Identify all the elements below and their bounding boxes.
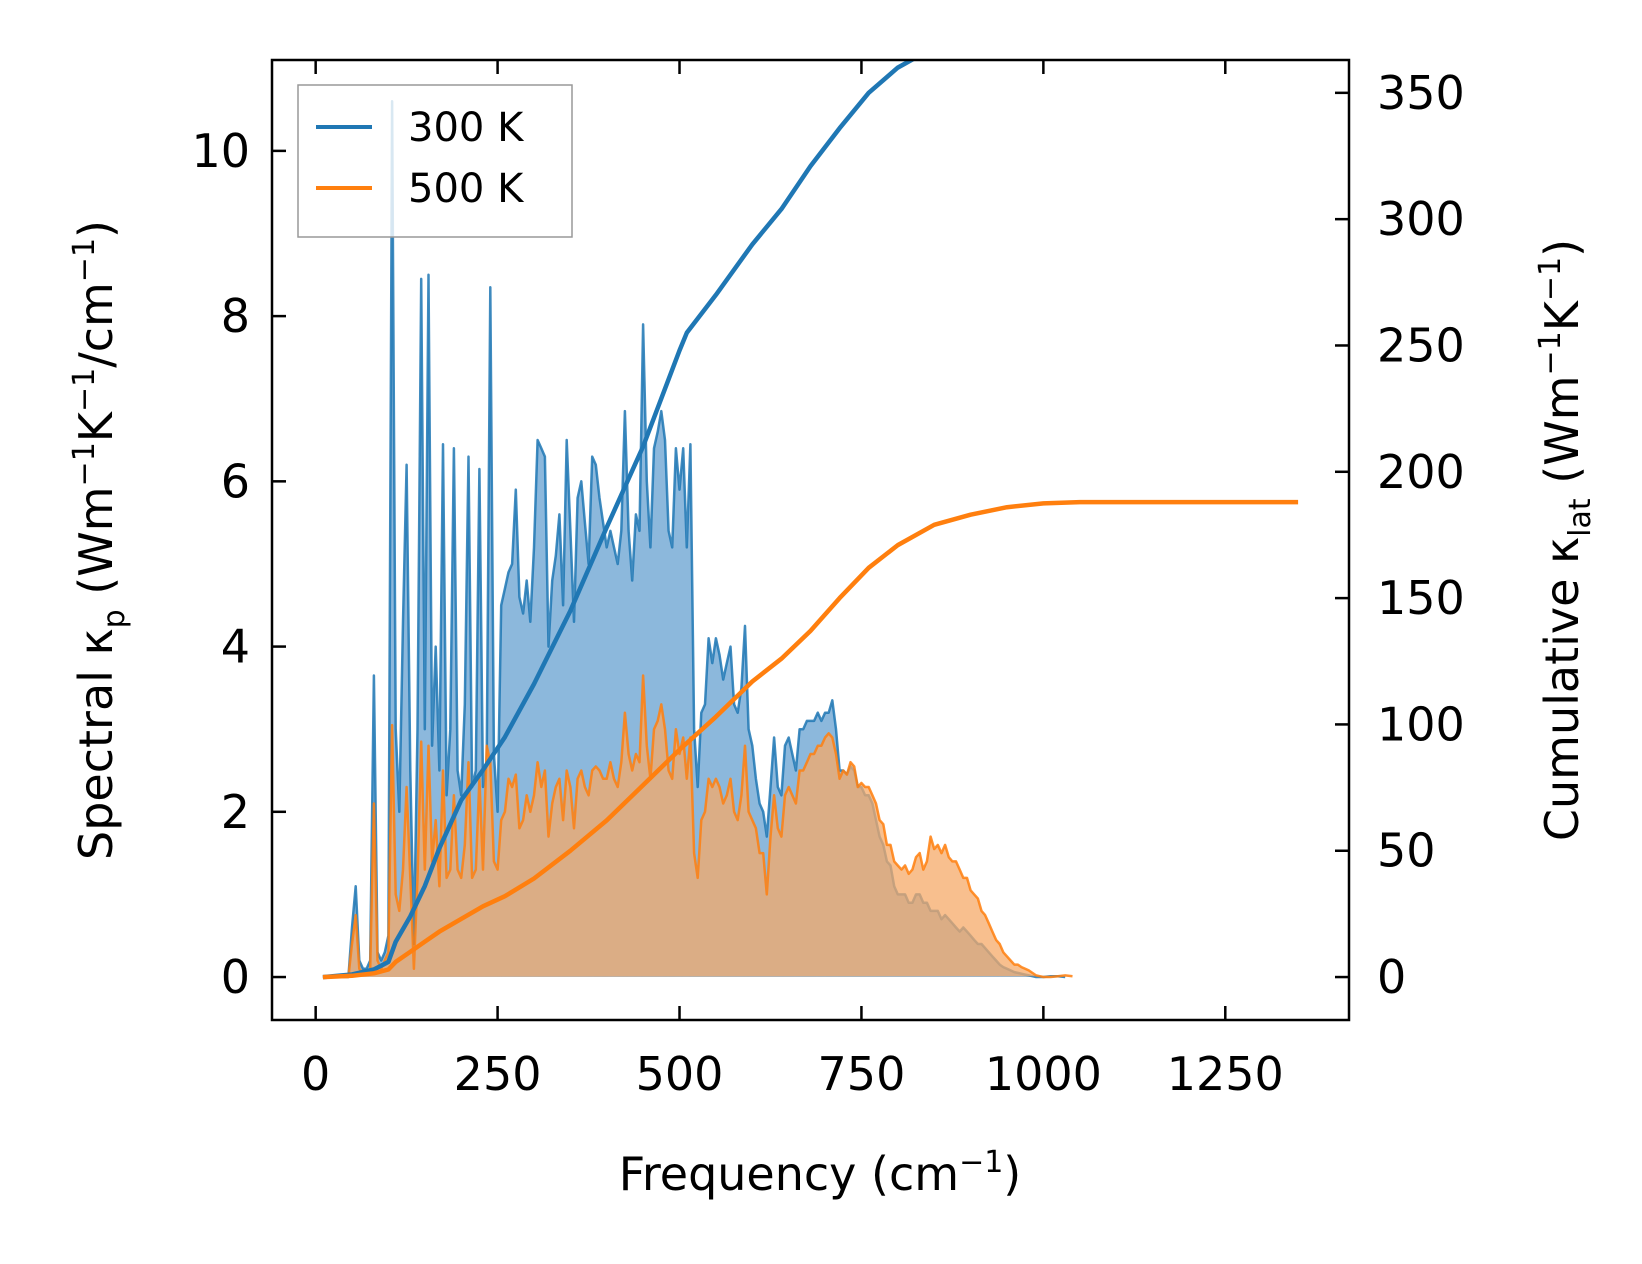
left-y-axis-title: Spectral κp (Wm−1K−1/cm−1) bbox=[67, 220, 132, 860]
x-tick-label: 250 bbox=[454, 1047, 542, 1101]
legend-label-500k: 500 K bbox=[408, 166, 525, 212]
left-y-tick-label: 8 bbox=[221, 289, 250, 343]
legend: 300 K 500 K bbox=[297, 84, 573, 238]
cumulative-line-500k bbox=[322, 499, 1299, 980]
axes-frame bbox=[270, 58, 1351, 1022]
plot-area bbox=[322, 60, 1299, 980]
axes: 0 250 500 750 1000 12500246810050100150200250… bbox=[191, 58, 1465, 1101]
x-tick-label: 750 bbox=[818, 1047, 906, 1101]
right-y-axis-title: Cumulative κlat (Wm−1K−1) bbox=[1533, 239, 1598, 841]
left-y-tick-label: 6 bbox=[221, 454, 250, 508]
series-group bbox=[322, 60, 1299, 980]
x-tick-label: 1000 bbox=[985, 1047, 1102, 1101]
right-y-tick-label: 100 bbox=[1377, 697, 1465, 751]
left-y-tick-label: 10 bbox=[191, 124, 250, 178]
right-y-tick-label: 0 bbox=[1377, 950, 1406, 1004]
right-y-tick-label: 200 bbox=[1377, 445, 1465, 499]
x-tick-label: 0 bbox=[301, 1047, 330, 1101]
left-y-tick-label: 4 bbox=[221, 620, 250, 674]
left-y-tick-label: 2 bbox=[221, 785, 250, 839]
right-y-tick-label: 350 bbox=[1377, 66, 1465, 120]
legend-frame bbox=[297, 84, 573, 238]
right-y-tick-label: 300 bbox=[1377, 192, 1465, 246]
right-y-tick-label: 250 bbox=[1377, 318, 1465, 372]
spectral-line-500k bbox=[322, 674, 1073, 979]
spectral-fill-300k bbox=[322, 101, 1066, 978]
right-y-tick-label: 50 bbox=[1377, 824, 1436, 878]
legend-label-300k: 300 K bbox=[408, 105, 525, 151]
spectral-fill-500k bbox=[322, 675, 1073, 977]
right-y-tick-label: 150 bbox=[1377, 571, 1465, 625]
x-tick-label: 500 bbox=[636, 1047, 724, 1101]
cumulative-line-300k bbox=[322, 60, 917, 980]
x-axis-title: Frequency (cm−1) bbox=[619, 1145, 1022, 1201]
x-tick-label: 1250 bbox=[1167, 1047, 1284, 1101]
left-y-tick-label: 0 bbox=[221, 950, 250, 1004]
